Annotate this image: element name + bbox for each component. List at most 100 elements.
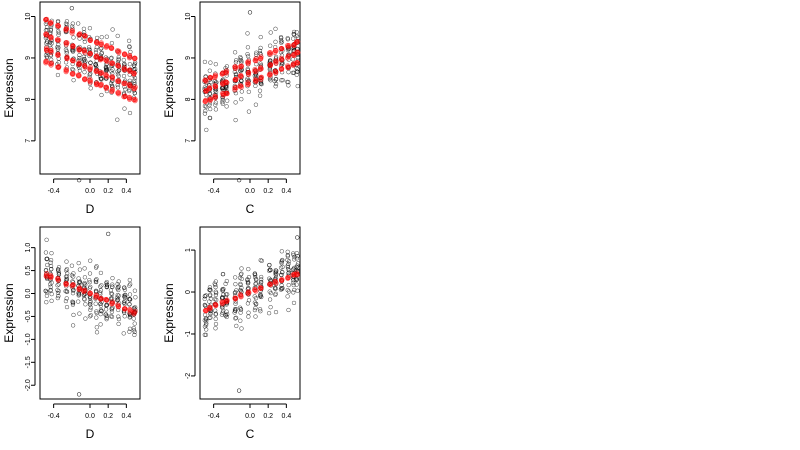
observed-point: [258, 309, 263, 314]
observed-point: [286, 83, 291, 88]
fitted-point: [109, 88, 115, 94]
observed-point: [207, 91, 212, 96]
observed-point: [44, 293, 50, 298]
fitted-point: [82, 33, 88, 39]
observed-point: [207, 315, 212, 321]
observed-point: [70, 66, 75, 72]
observed-point: [109, 309, 115, 314]
observed-point: [71, 274, 76, 279]
observed-point: [225, 312, 230, 317]
observed-point: [295, 269, 301, 274]
observed-point: [48, 53, 54, 58]
observed-point: [49, 22, 54, 27]
observed-point: [208, 308, 213, 313]
observed-point: [202, 312, 208, 318]
observed-point: [252, 294, 257, 299]
observed-point: [94, 45, 99, 50]
observed-point: [202, 59, 208, 65]
observed-point: [246, 79, 251, 84]
observed-point: [246, 298, 252, 303]
fitted-point: [108, 44, 114, 51]
observed-point: [212, 296, 218, 302]
observed-point: [213, 321, 219, 327]
observed-point: [280, 257, 285, 263]
observed-point: [245, 31, 250, 36]
x-axis-label: D: [86, 202, 95, 216]
observed-point: [278, 38, 284, 43]
observed-point: [268, 290, 274, 296]
observed-point: [93, 279, 99, 285]
observed-point: [285, 47, 291, 53]
observed-point: [202, 103, 208, 109]
observed-point: [259, 274, 264, 280]
y-tick-label: 9: [185, 56, 192, 60]
observed-point: [99, 45, 104, 51]
observed-point: [294, 256, 299, 261]
observed-point: [109, 314, 115, 320]
x-tick-label: 0.0: [85, 188, 95, 195]
fitted-point: [121, 94, 127, 100]
observed-point: [98, 284, 103, 289]
observed-point: [87, 26, 93, 31]
observed-point: [88, 313, 94, 318]
observed-point: [104, 34, 109, 39]
fitted-point: [258, 74, 264, 81]
fitted-point: [127, 53, 133, 59]
y-tick-label: -0.5: [25, 310, 32, 322]
observed-point: [207, 103, 212, 108]
observed-point: [220, 310, 225, 315]
observed-point: [238, 56, 243, 61]
fitted-point: [272, 68, 279, 74]
observed-point: [76, 260, 81, 266]
fitted-point: [76, 286, 82, 293]
observed-point: [110, 27, 115, 32]
fitted-point: [98, 82, 104, 88]
fitted-point: [55, 64, 62, 71]
fitted-point: [93, 39, 100, 45]
fitted-point: [132, 55, 138, 61]
observed-point: [108, 313, 114, 319]
observed-point: [254, 277, 259, 282]
observed-point: [279, 272, 284, 277]
observed-point: [278, 287, 284, 292]
observed-point: [220, 101, 225, 106]
observed-point: [94, 289, 99, 294]
x-tick-label: 0.2: [103, 188, 113, 195]
fitted-point: [109, 74, 115, 80]
y-axis-label: Expression: [2, 283, 16, 342]
observed-point: [212, 281, 217, 286]
fitted-point: [132, 308, 138, 314]
observed-point: [295, 288, 300, 293]
fitted-point: [122, 306, 128, 312]
observed-point: [64, 259, 69, 264]
observed-point: [77, 280, 82, 286]
fitted-point: [82, 63, 88, 69]
fitted-point: [103, 85, 109, 92]
observed-point: [279, 35, 284, 41]
outlier-point: [236, 178, 242, 183]
fitted-point: [224, 90, 230, 96]
fitted-point: [232, 296, 238, 302]
observed-point: [202, 294, 208, 299]
fitted-point: [70, 71, 76, 77]
observed-point: [224, 73, 229, 78]
observed-point: [245, 76, 250, 81]
x-tick-label: -0.4: [48, 188, 60, 195]
observed-point: [87, 286, 92, 291]
observed-point: [55, 72, 61, 78]
observed-point: [131, 328, 137, 333]
y-tick-label: 0: [185, 290, 192, 294]
fitted-point: [122, 80, 128, 86]
fitted-point: [273, 47, 279, 54]
observed-point: [266, 311, 272, 316]
observed-point: [56, 45, 61, 50]
fitted-point: [237, 64, 243, 70]
fitted-point: [104, 73, 110, 79]
observed-point: [207, 82, 212, 88]
observed-point: [253, 272, 258, 278]
fitted-point: [54, 37, 61, 43]
observed-point: [273, 270, 278, 276]
observed-point: [273, 77, 279, 82]
observed-point: [207, 287, 213, 292]
observed-point: [76, 293, 81, 298]
